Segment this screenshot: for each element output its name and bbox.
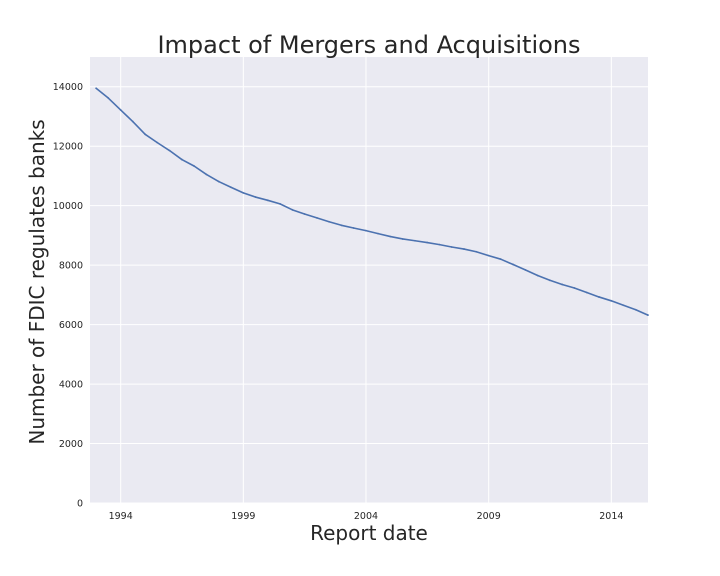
data-point (634, 308, 637, 311)
data-point (475, 250, 478, 253)
data-point (156, 141, 159, 144)
series-group (95, 87, 649, 316)
data-point (242, 191, 245, 194)
data-point (598, 296, 600, 298)
y-tick-label: 4000 (59, 380, 83, 391)
data-point (450, 246, 453, 248)
data-point (647, 314, 649, 316)
data-point (107, 97, 110, 99)
data-point (131, 120, 134, 123)
data-point (315, 216, 318, 219)
data-point (193, 165, 196, 168)
series-line (95, 87, 649, 316)
plot-background (90, 57, 648, 503)
data-point (524, 268, 527, 271)
data-point (401, 238, 404, 240)
data-point (217, 180, 220, 183)
data-point (230, 186, 232, 189)
data-point (279, 202, 281, 205)
data-point (389, 235, 392, 238)
data-point (328, 220, 330, 223)
data-point (585, 291, 588, 294)
y-tick-label: 12000 (53, 142, 83, 153)
data-point (291, 208, 294, 211)
data-point (365, 229, 367, 232)
data-point (303, 213, 306, 215)
chart-title: Impact of Mergers and Acquisitions (157, 31, 580, 59)
data-point (463, 248, 465, 250)
data-point (340, 224, 343, 227)
x-tick-label: 2004 (354, 511, 378, 522)
y-axis-label: Number of FDIC regulates banks (25, 119, 49, 444)
x-axis-label: Report date (310, 521, 428, 545)
x-tick-label: 1994 (109, 511, 133, 522)
y-tick-label: 14000 (53, 82, 83, 93)
grid-lines (90, 57, 648, 504)
x-tick-labels: 1994 1999 2004 2009 2014 (109, 511, 624, 522)
x-tick-label: 2014 (599, 511, 623, 522)
data-point (438, 243, 441, 246)
y-tick-label: 2000 (59, 439, 83, 450)
data-point (487, 254, 490, 257)
data-point (266, 199, 269, 202)
y-tick-label: 8000 (59, 261, 83, 272)
data-point (499, 258, 502, 261)
data-point (95, 87, 98, 90)
data-point (512, 263, 515, 266)
y-tick-label: 6000 (59, 320, 83, 331)
data-point (561, 283, 564, 286)
data-point (573, 287, 576, 289)
data-point (144, 133, 147, 136)
data-point (205, 173, 208, 176)
data-point (548, 279, 551, 282)
data-point (119, 109, 122, 111)
data-point (180, 158, 183, 161)
y-tick-label: 10000 (53, 201, 83, 212)
data-point (622, 304, 625, 307)
data-point (414, 239, 416, 242)
data-point (254, 196, 257, 198)
data-point (536, 274, 539, 277)
x-tick-label: 1999 (231, 511, 255, 522)
y-tick-labels: 0 2000 4000 6000 8000 10000 12000 14000 (53, 82, 83, 509)
data-point (426, 241, 429, 244)
y-tick-label: 0 (77, 499, 83, 510)
data-point (352, 227, 355, 229)
data-point (168, 149, 171, 152)
data-point (377, 232, 380, 235)
x-tick-label: 2009 (477, 511, 501, 522)
data-point (610, 299, 613, 302)
